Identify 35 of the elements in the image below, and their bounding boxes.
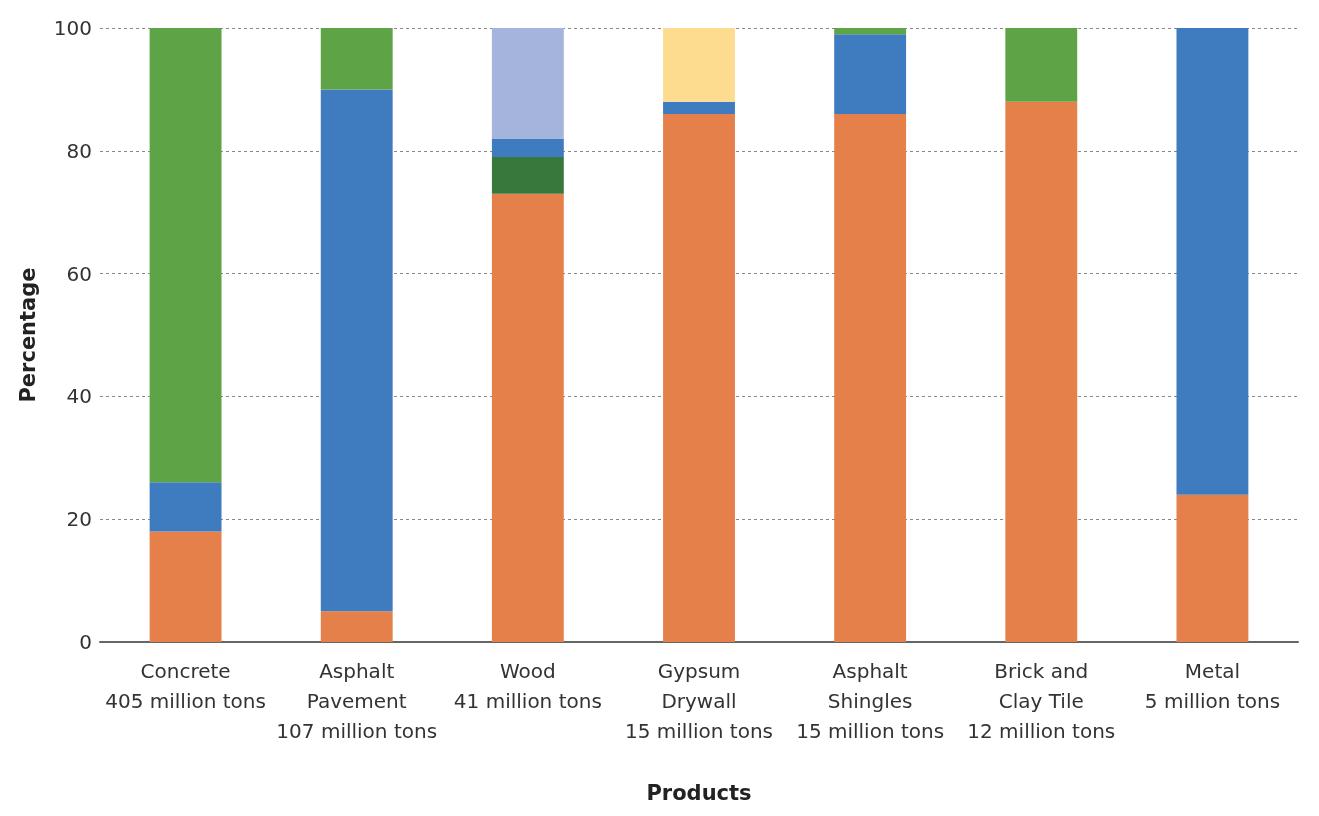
y-tick-label: 60 <box>66 261 92 286</box>
bar <box>320 611 393 642</box>
y-axis-title: Percentage <box>15 267 40 403</box>
bar <box>149 531 222 642</box>
bar <box>149 28 222 483</box>
bar <box>834 34 907 114</box>
bar <box>663 113 735 642</box>
y-tick-label: 20 <box>66 507 92 532</box>
x-tick-label: Metal 5 million tons <box>1144 659 1281 713</box>
x-tick-label: Concrete 405 million tons <box>105 659 266 713</box>
bar <box>491 28 564 139</box>
x-tick-label: Brick and Clay Tile 12 million tons <box>967 659 1116 743</box>
bar <box>491 156 564 194</box>
bar <box>320 28 393 90</box>
bar <box>834 113 907 642</box>
x-tick-label: Gypsum Drywall 15 million tons <box>625 659 773 743</box>
bar <box>834 28 907 35</box>
y-tick-label: 40 <box>66 384 92 409</box>
bar <box>1176 28 1249 495</box>
bar <box>1176 494 1249 642</box>
bar <box>663 28 735 102</box>
bar <box>1005 28 1078 102</box>
y-tick-label: 100 <box>53 16 92 40</box>
bar <box>491 193 564 642</box>
x-axis-title: Products <box>646 780 752 805</box>
y-tick-label: 80 <box>66 138 92 163</box>
y-tick-label: 0 <box>79 630 92 654</box>
x-tick-label: Asphalt Shingles 15 million tons <box>796 659 945 743</box>
bar <box>1005 101 1078 642</box>
x-tick-label: Wood 41 million tons <box>453 659 602 713</box>
x-tick-label: Asphalt Pavement 107 million tons <box>276 659 438 743</box>
bar <box>491 138 564 157</box>
bar <box>149 482 222 532</box>
bar <box>663 101 735 114</box>
bar <box>320 89 393 612</box>
